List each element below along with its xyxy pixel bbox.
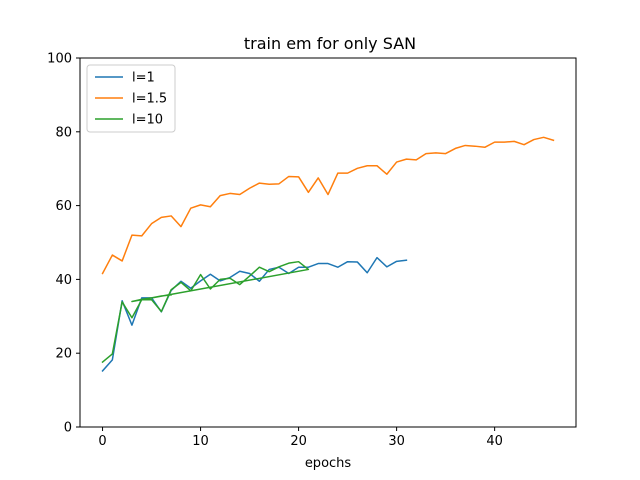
y-axis: 0 20 40 60 80 100 [47, 52, 80, 436]
y-tick-label: 0 [64, 421, 72, 436]
legend: l=1 l=1.5 l=10 [86, 64, 176, 133]
x-tick-label: 20 [290, 434, 307, 449]
x-tick-label: 10 [192, 434, 209, 449]
chart-title: train em for only SAN [244, 34, 416, 53]
legend-label-2: l=1.5 [132, 92, 167, 107]
x-tick-label: 30 [388, 434, 405, 449]
series-line-1 [101, 256, 408, 372]
x-tick-label: 40 [486, 434, 503, 449]
y-tick-label: 100 [47, 52, 72, 67]
series-line-3 [101, 260, 310, 364]
x-tick-label: 0 [98, 434, 106, 449]
series-lines [101, 136, 555, 372]
legend-label-1: l=1 [132, 71, 155, 86]
plot-frame [79, 57, 577, 428]
x-axis-label: epochs [305, 456, 352, 471]
y-tick-label: 80 [55, 125, 72, 140]
x-axis: 0 10 20 30 40 [98, 427, 503, 449]
y-tick-label: 40 [55, 273, 72, 288]
y-tick-label: 60 [55, 199, 72, 214]
series-line-2 [101, 136, 555, 275]
y-tick-label: 20 [55, 347, 72, 362]
legend-box [86, 64, 176, 133]
legend-label-3: l=10 [132, 113, 163, 128]
